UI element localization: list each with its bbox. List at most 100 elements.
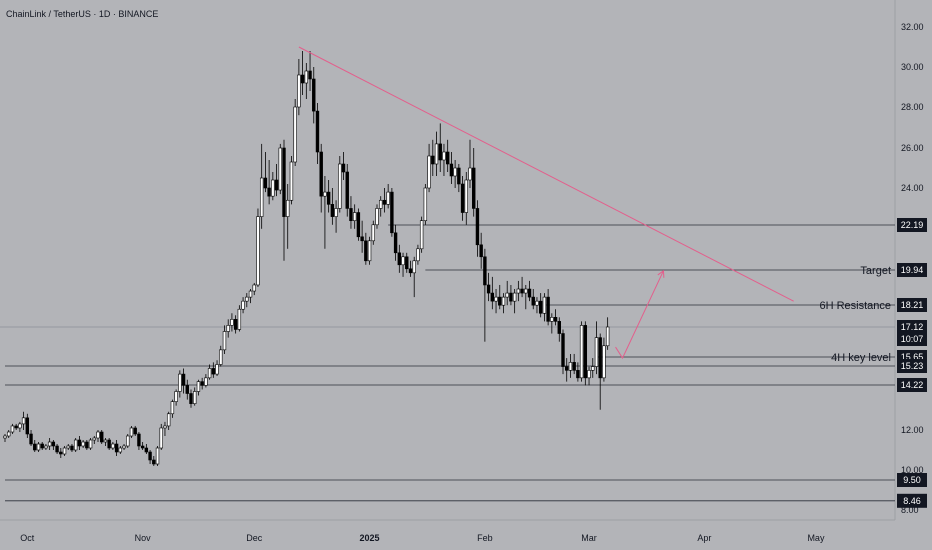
candle-body [416, 248, 420, 262]
x-tick-label: Dec [246, 533, 263, 543]
candle [531, 289, 535, 310]
candle [498, 284, 502, 310]
candle-body [92, 437, 96, 441]
candle [126, 434, 130, 448]
candle [10, 423, 15, 434]
candle [200, 377, 204, 390]
candle [297, 59, 301, 116]
candle-body [81, 441, 85, 447]
candle-body [486, 284, 491, 294]
candle-body [308, 70, 312, 80]
candle-body [516, 288, 521, 294]
candle [140, 442, 145, 450]
candle [330, 188, 335, 225]
candle-body [434, 143, 439, 165]
candle [520, 276, 524, 298]
candle [349, 196, 353, 229]
candle [170, 399, 175, 418]
candle-body [352, 212, 357, 222]
candle-body [535, 300, 539, 306]
candle-body [233, 319, 238, 330]
candle [219, 345, 223, 367]
candle-body [248, 290, 253, 298]
candle [419, 216, 424, 253]
candle-body [241, 300, 245, 310]
candle [576, 362, 580, 382]
candle-body [386, 191, 390, 205]
level-badge: 19.94 [897, 263, 927, 277]
candle [271, 172, 275, 201]
candle [587, 366, 591, 386]
candle-body [319, 151, 323, 197]
candle [59, 448, 63, 458]
candle [18, 421, 22, 432]
candle-body [226, 325, 230, 332]
candle-body [252, 284, 256, 292]
candle-body [505, 292, 509, 298]
candle [442, 143, 446, 176]
candle [605, 317, 610, 350]
candle [490, 276, 495, 310]
candle [185, 379, 189, 400]
candle [405, 252, 409, 273]
candle [401, 252, 405, 277]
candle [379, 196, 383, 217]
candle [464, 172, 468, 225]
candle-body [62, 447, 67, 455]
candle [304, 63, 309, 99]
candle-body [583, 325, 588, 379]
candle-body [501, 296, 506, 306]
candle-body [267, 187, 271, 197]
candle [524, 284, 528, 310]
candle-body [427, 155, 431, 189]
candle-body [605, 326, 610, 347]
candle [472, 148, 476, 217]
candle [92, 436, 96, 444]
candle [509, 284, 513, 306]
candle [118, 446, 123, 454]
candle-body [215, 364, 219, 375]
candle-body [367, 240, 372, 262]
candle-body [259, 177, 264, 217]
candle-body [371, 224, 375, 242]
y-tick-label: 10.00 [901, 465, 924, 475]
trendline[interactable] [298, 46, 794, 302]
candle [546, 289, 550, 326]
candle-body [557, 321, 561, 334]
level-badge: 8.46 [897, 493, 927, 508]
candle-body [542, 296, 547, 314]
candle [334, 200, 338, 233]
candle [144, 444, 149, 454]
candle-body [148, 451, 152, 461]
candle [367, 236, 372, 265]
candle [189, 389, 193, 408]
candle [486, 272, 491, 302]
candle-body [531, 296, 535, 306]
level-badge-text: 15.65 [901, 352, 924, 362]
candle [178, 370, 182, 398]
candle [505, 280, 509, 306]
level-badge: 18.21 [897, 298, 927, 312]
candle-body [408, 268, 413, 274]
time-axis[interactable]: Oct Nov Dec 2025 Feb Mar Apr May [20, 533, 825, 543]
candle [181, 368, 186, 394]
candle-body [442, 151, 446, 161]
candle-body [100, 431, 104, 443]
candle-body [550, 317, 554, 322]
candle-body [166, 413, 171, 427]
candle [572, 353, 576, 375]
candle-body [553, 317, 558, 322]
candlesticks [3, 51, 610, 466]
candle [88, 438, 93, 450]
level-badge-bg [897, 263, 927, 277]
candle-body [66, 445, 70, 449]
horizontal-levels: Target 6H Resistance 4H key level [0, 224, 895, 502]
candle-body [341, 163, 346, 173]
candle-body [85, 441, 89, 449]
projection-arrow[interactable] [615, 270, 664, 360]
candle [341, 152, 346, 180]
candle [137, 432, 141, 450]
candle-body [464, 179, 468, 213]
candle-body [449, 163, 454, 177]
